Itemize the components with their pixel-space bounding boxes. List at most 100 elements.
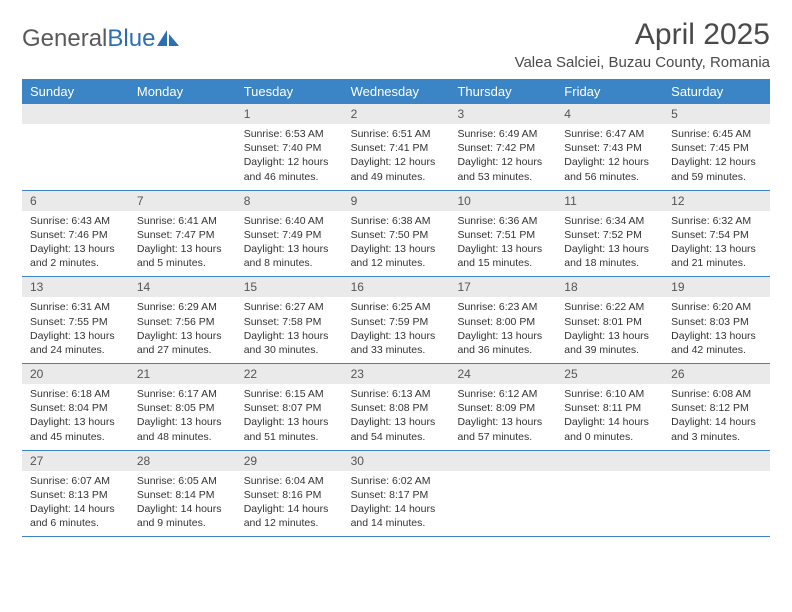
logo-text-blue: Blue: [107, 25, 155, 52]
content-cell: Sunrise: 6:25 AM Sunset: 7:59 PM Dayligh…: [343, 297, 450, 363]
logo: GeneralBlue: [22, 24, 183, 53]
day-header-cell: Sunday: [22, 79, 129, 104]
content-row: Sunrise: 6:18 AM Sunset: 8:04 PM Dayligh…: [22, 384, 770, 450]
content-cell: [22, 124, 129, 190]
date-cell: 9: [343, 191, 450, 211]
content-cell: Sunrise: 6:08 AM Sunset: 8:12 PM Dayligh…: [663, 384, 770, 450]
day-header-cell: Saturday: [663, 79, 770, 104]
content-cell: Sunrise: 6:10 AM Sunset: 8:11 PM Dayligh…: [556, 384, 663, 450]
logo-text-general: General: [22, 25, 107, 52]
date-cell: 11: [556, 191, 663, 211]
content-cell: Sunrise: 6:38 AM Sunset: 7:50 PM Dayligh…: [343, 211, 450, 277]
content-cell: Sunrise: 6:04 AM Sunset: 8:16 PM Dayligh…: [236, 471, 343, 537]
logo-text: GeneralBlue: [22, 25, 155, 53]
content-cell: Sunrise: 6:02 AM Sunset: 8:17 PM Dayligh…: [343, 471, 450, 537]
content-cell: Sunrise: 6:49 AM Sunset: 7:42 PM Dayligh…: [449, 124, 556, 190]
content-cell: Sunrise: 6:05 AM Sunset: 8:14 PM Dayligh…: [129, 471, 236, 537]
content-cell: Sunrise: 6:40 AM Sunset: 7:49 PM Dayligh…: [236, 211, 343, 277]
date-cell: 20: [22, 364, 129, 384]
date-row: 12345: [22, 104, 770, 124]
day-header-row: SundayMondayTuesdayWednesdayThursdayFrid…: [22, 79, 770, 104]
week-block: 27282930Sunrise: 6:07 AM Sunset: 8:13 PM…: [22, 451, 770, 538]
date-cell: 14: [129, 277, 236, 297]
week-block: 13141516171819Sunrise: 6:31 AM Sunset: 7…: [22, 277, 770, 364]
content-cell: Sunrise: 6:36 AM Sunset: 7:51 PM Dayligh…: [449, 211, 556, 277]
date-row: 20212223242526: [22, 364, 770, 384]
content-cell: Sunrise: 6:17 AM Sunset: 8:05 PM Dayligh…: [129, 384, 236, 450]
content-cell: Sunrise: 6:32 AM Sunset: 7:54 PM Dayligh…: [663, 211, 770, 277]
content-cell: Sunrise: 6:18 AM Sunset: 8:04 PM Dayligh…: [22, 384, 129, 450]
date-cell: 23: [343, 364, 450, 384]
date-cell: 28: [129, 451, 236, 471]
content-cell: Sunrise: 6:23 AM Sunset: 8:00 PM Dayligh…: [449, 297, 556, 363]
date-cell: 25: [556, 364, 663, 384]
date-row: 13141516171819: [22, 277, 770, 297]
date-cell: 17: [449, 277, 556, 297]
date-cell: 26: [663, 364, 770, 384]
date-cell: 12: [663, 191, 770, 211]
content-cell: Sunrise: 6:29 AM Sunset: 7:56 PM Dayligh…: [129, 297, 236, 363]
content-cell: Sunrise: 6:51 AM Sunset: 7:41 PM Dayligh…: [343, 124, 450, 190]
day-header-cell: Tuesday: [236, 79, 343, 104]
content-cell: Sunrise: 6:07 AM Sunset: 8:13 PM Dayligh…: [22, 471, 129, 537]
date-cell: 30: [343, 451, 450, 471]
content-cell: Sunrise: 6:31 AM Sunset: 7:55 PM Dayligh…: [22, 297, 129, 363]
date-cell: 22: [236, 364, 343, 384]
content-row: Sunrise: 6:53 AM Sunset: 7:40 PM Dayligh…: [22, 124, 770, 190]
content-cell: [663, 471, 770, 537]
content-cell: Sunrise: 6:34 AM Sunset: 7:52 PM Dayligh…: [556, 211, 663, 277]
content-cell: Sunrise: 6:22 AM Sunset: 8:01 PM Dayligh…: [556, 297, 663, 363]
content-cell: [129, 124, 236, 190]
date-cell: [129, 104, 236, 124]
day-header-cell: Friday: [556, 79, 663, 104]
calendar: SundayMondayTuesdayWednesdayThursdayFrid…: [22, 79, 770, 537]
content-row: Sunrise: 6:31 AM Sunset: 7:55 PM Dayligh…: [22, 297, 770, 363]
date-cell: 5: [663, 104, 770, 124]
content-row: Sunrise: 6:07 AM Sunset: 8:13 PM Dayligh…: [22, 471, 770, 537]
date-cell: 16: [343, 277, 450, 297]
weeks-container: 12345Sunrise: 6:53 AM Sunset: 7:40 PM Da…: [22, 104, 770, 537]
date-cell: [556, 451, 663, 471]
date-cell: 29: [236, 451, 343, 471]
content-cell: Sunrise: 6:43 AM Sunset: 7:46 PM Dayligh…: [22, 211, 129, 277]
date-cell: 27: [22, 451, 129, 471]
week-block: 12345Sunrise: 6:53 AM Sunset: 7:40 PM Da…: [22, 104, 770, 191]
date-cell: 10: [449, 191, 556, 211]
date-cell: 18: [556, 277, 663, 297]
date-cell: [22, 104, 129, 124]
location: Valea Salciei, Buzau County, Romania: [515, 54, 770, 71]
date-row: 27282930: [22, 451, 770, 471]
date-cell: 8: [236, 191, 343, 211]
content-cell: Sunrise: 6:27 AM Sunset: 7:58 PM Dayligh…: [236, 297, 343, 363]
date-cell: 24: [449, 364, 556, 384]
date-cell: 19: [663, 277, 770, 297]
header: GeneralBlue April 2025 Valea Salciei, Bu…: [22, 18, 770, 71]
content-row: Sunrise: 6:43 AM Sunset: 7:46 PM Dayligh…: [22, 211, 770, 277]
date-cell: 1: [236, 104, 343, 124]
date-cell: 6: [22, 191, 129, 211]
date-cell: 7: [129, 191, 236, 211]
date-row: 6789101112: [22, 191, 770, 211]
content-cell: Sunrise: 6:20 AM Sunset: 8:03 PM Dayligh…: [663, 297, 770, 363]
content-cell: Sunrise: 6:47 AM Sunset: 7:43 PM Dayligh…: [556, 124, 663, 190]
date-cell: 13: [22, 277, 129, 297]
date-cell: [663, 451, 770, 471]
month-title: April 2025: [515, 18, 770, 52]
content-cell: Sunrise: 6:12 AM Sunset: 8:09 PM Dayligh…: [449, 384, 556, 450]
week-block: 20212223242526Sunrise: 6:18 AM Sunset: 8…: [22, 364, 770, 451]
week-block: 6789101112Sunrise: 6:43 AM Sunset: 7:46 …: [22, 191, 770, 278]
logo-sail-icon: [157, 28, 183, 53]
title-block: April 2025 Valea Salciei, Buzau County, …: [515, 18, 770, 71]
content-cell: Sunrise: 6:13 AM Sunset: 8:08 PM Dayligh…: [343, 384, 450, 450]
date-cell: 3: [449, 104, 556, 124]
content-cell: Sunrise: 6:53 AM Sunset: 7:40 PM Dayligh…: [236, 124, 343, 190]
content-cell: Sunrise: 6:45 AM Sunset: 7:45 PM Dayligh…: [663, 124, 770, 190]
date-cell: 15: [236, 277, 343, 297]
day-header-cell: Monday: [129, 79, 236, 104]
content-cell: [556, 471, 663, 537]
date-cell: 4: [556, 104, 663, 124]
day-header-cell: Thursday: [449, 79, 556, 104]
content-cell: Sunrise: 6:41 AM Sunset: 7:47 PM Dayligh…: [129, 211, 236, 277]
content-cell: Sunrise: 6:15 AM Sunset: 8:07 PM Dayligh…: [236, 384, 343, 450]
day-header-cell: Wednesday: [343, 79, 450, 104]
